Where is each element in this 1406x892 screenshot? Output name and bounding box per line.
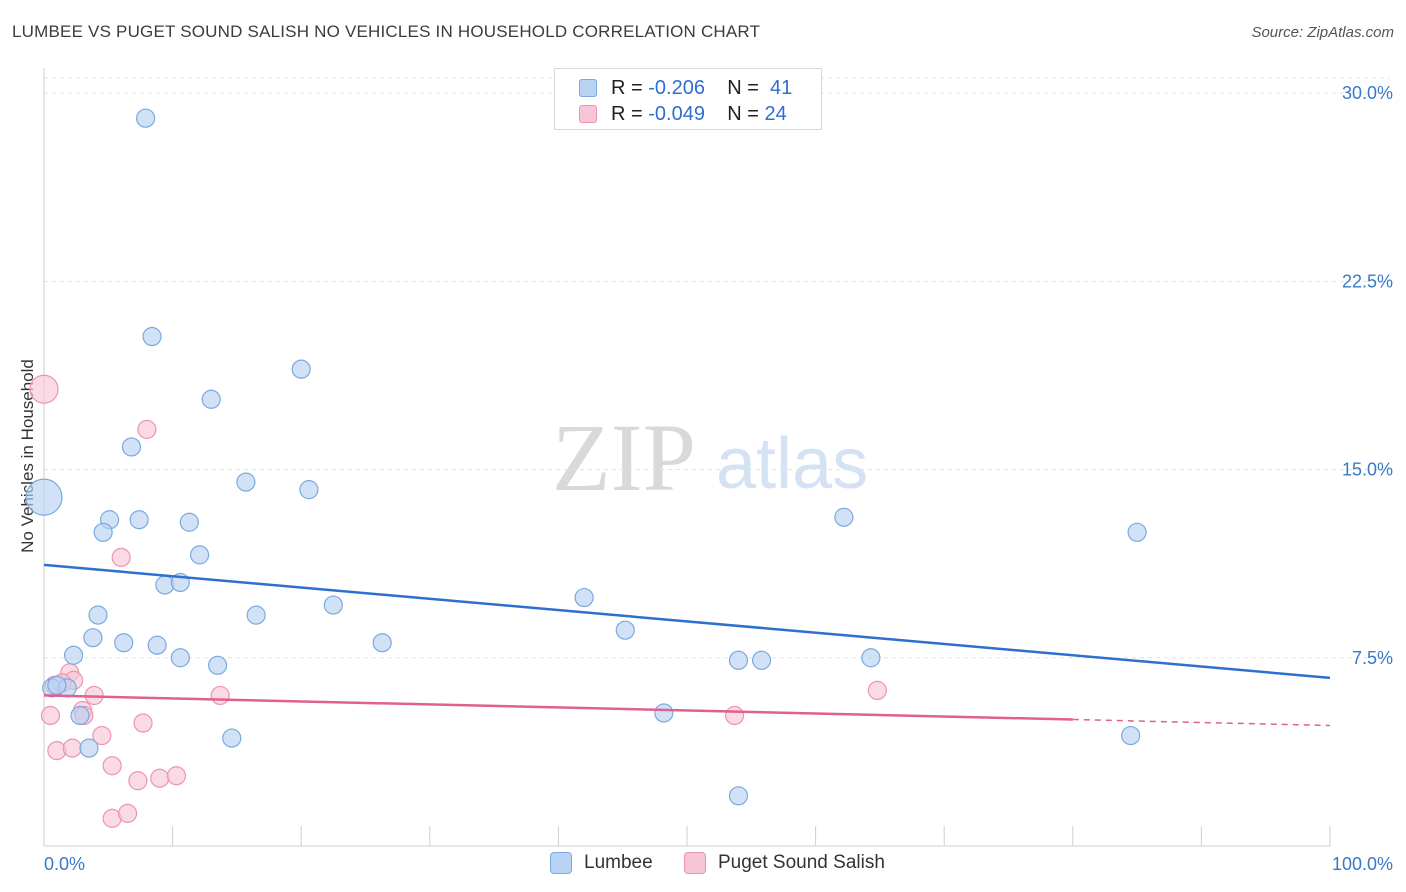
puget-sound-salish-point: [150, 768, 170, 788]
lumbee-point: [299, 480, 319, 500]
y-tick-labels: 7.5% 15.0% 22.5% 30.0%: [1342, 83, 1393, 668]
puget-sound-salish-point: [40, 705, 61, 726]
legend-lumbee-swatch: [550, 852, 572, 874]
lumbee-point: [121, 437, 142, 457]
lumbee-point: [190, 545, 210, 565]
stats-row-salish: R = -0.049 N = 24: [579, 101, 787, 127]
gridlines: [44, 77, 1390, 659]
lumbee-point: [70, 705, 90, 726]
lumbee-trendline: [43, 563, 1331, 680]
puget-sound-salish-point: [724, 705, 745, 726]
puget-sound-salish-point: [29, 374, 59, 404]
lumbee-point: [129, 510, 149, 530]
salish-r-label: R =: [611, 102, 643, 125]
stats-legend-box: R = -0.206 N = 41 R = -0.049 N = 24: [554, 68, 822, 130]
lumbee-point: [63, 645, 84, 665]
x-tick-label-min: 0.0%: [44, 854, 85, 874]
lumbee-point: [147, 635, 167, 655]
x-ticks: [172, 826, 1331, 846]
y-tick-label: 15.0%: [1342, 460, 1393, 480]
lumbee-point: [142, 326, 162, 347]
stats-row-lumbee: R = -0.206 N = 41: [579, 75, 792, 101]
lumbee-point: [246, 605, 266, 625]
chart-title: LUMBEE VS PUGET SOUND SALISH NO VEHICLES…: [12, 22, 761, 41]
lumbee-point: [179, 512, 199, 532]
lumbee-point: [323, 595, 343, 615]
puget-sound-salish-point: [128, 771, 148, 791]
legend-item-lumbee[interactable]: Lumbee: [550, 852, 653, 874]
lumbee-point: [79, 738, 99, 758]
lumbee-point: [615, 620, 635, 640]
lumbee-point: [1127, 522, 1147, 542]
y-tick-label: 30.0%: [1342, 83, 1393, 103]
puget-sound-salish-point: [117, 803, 138, 823]
lumbee-point: [291, 359, 311, 379]
legend-salish-swatch: [684, 852, 706, 874]
puget-sound-salish-point: [210, 685, 230, 706]
salish-n-value: 24: [764, 102, 787, 125]
watermark-zip: ZIP: [552, 404, 696, 511]
watermark: ZIP atlas: [552, 404, 868, 511]
puget-sound-salish-point: [111, 547, 131, 567]
source-label: Source: ZipAtlas.com: [1251, 24, 1394, 41]
lumbee-point: [135, 108, 156, 128]
lumbee-point: [834, 507, 854, 527]
lumbee-point: [170, 648, 190, 668]
lumbee-point: [236, 472, 256, 492]
lumbee-point: [728, 786, 749, 806]
puget-sound-salish-trendline: [43, 694, 1073, 721]
lumbee-r-value: -0.206: [648, 76, 705, 99]
lumbee-n-value: 41: [770, 76, 793, 99]
puget-sound-salish-point: [92, 725, 112, 746]
puget-sound-salish-point: [166, 766, 187, 786]
lumbee-point: [654, 703, 674, 723]
bottom-legend: Lumbee Puget Sound Salish: [0, 852, 1406, 878]
lumbee-swatch: [579, 79, 597, 97]
lumbee-point: [1121, 725, 1141, 746]
lumbee-point: [222, 728, 242, 748]
trendlines: [43, 563, 1331, 727]
lumbee-n-label: N =: [727, 76, 759, 99]
lumbee-point: [372, 633, 392, 653]
puget-sound-salish-point: [867, 680, 887, 701]
lumbee-r-label: R =: [611, 76, 643, 99]
lumbee-point: [751, 650, 772, 670]
lumbee-point: [574, 587, 594, 608]
lumbee-point: [728, 650, 749, 670]
legend-salish-label: Puget Sound Salish: [718, 852, 885, 873]
salish-swatch: [579, 105, 597, 123]
salish-n-label: N =: [727, 102, 759, 125]
legend-item-salish[interactable]: Puget Sound Salish: [684, 852, 885, 874]
lumbee-point: [88, 605, 108, 625]
lumbee-points: [25, 108, 1147, 806]
lumbee-point: [47, 675, 67, 695]
y-tick-label: 7.5%: [1352, 648, 1393, 668]
lumbee-point: [83, 628, 103, 648]
y-tick-label: 22.5%: [1342, 271, 1393, 291]
puget-sound-salish-point: [137, 419, 157, 439]
puget-sound-salish-point: [102, 756, 122, 776]
puget-sound-salish-point: [133, 713, 153, 733]
lumbee-point: [201, 389, 221, 409]
salish-r-value: -0.049: [648, 102, 705, 125]
puget-sound-salish-point: [62, 738, 82, 758]
watermark-atlas: atlas: [716, 424, 868, 504]
x-tick-label-max: 100.0%: [1332, 854, 1393, 874]
lumbee-point: [208, 655, 228, 675]
legend-lumbee-label: Lumbee: [584, 852, 653, 873]
lumbee-point: [114, 633, 134, 653]
puget-sound-salish-trendline-extension: [1072, 718, 1331, 727]
lumbee-point: [861, 648, 881, 668]
lumbee-point: [93, 522, 113, 542]
lumbee-point: [25, 478, 63, 516]
